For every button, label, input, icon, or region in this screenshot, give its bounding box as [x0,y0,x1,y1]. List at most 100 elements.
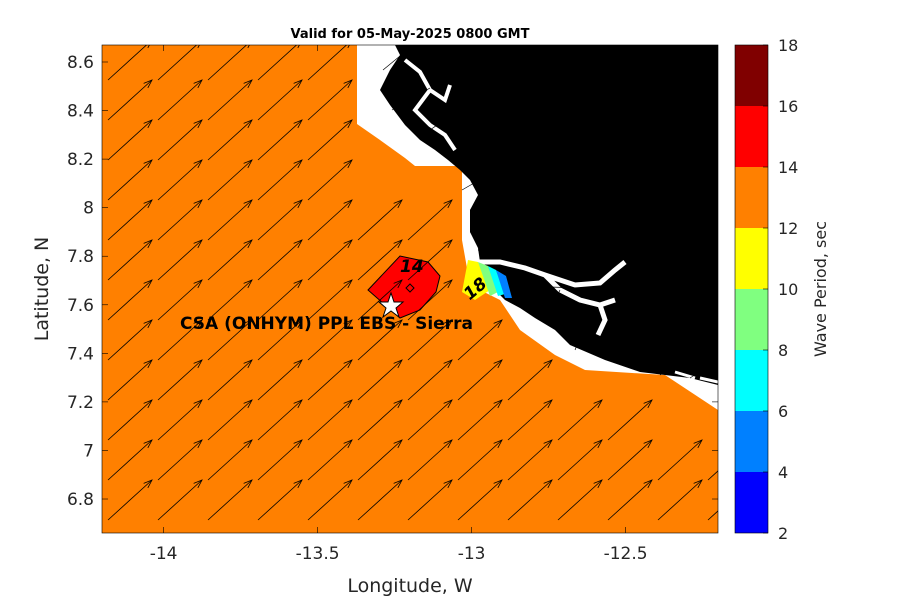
wave-arrow-shaft [407,399,453,441]
land-rays [382,55,718,379]
colorbar [734,44,769,534]
colorbar-label: Wave Period, sec [811,221,830,357]
wave-arrow-shaft [707,470,718,481]
wave-arrow-head [293,239,303,249]
wave-arrow-shaft [257,399,303,441]
wave-arrow-head [193,479,203,489]
land-ray [382,55,401,71]
nearshore-yellow-band [462,260,490,300]
land-ray [659,349,701,376]
wave-arrow-head [193,159,203,169]
land-ray [469,227,511,233]
land-ray [391,87,431,111]
colorbar-band [735,472,768,533]
wave-arrow-shaft [257,439,303,481]
wave-arrow-head [193,239,203,249]
wave-arrow-head [343,119,353,129]
wave-arrow-shaft [657,439,703,481]
wave-arrow-shaft [107,359,153,401]
wave-arrow-shaft [657,479,703,521]
colorbar-band [735,350,768,411]
wave-arrow-shaft [307,319,353,361]
wave-arrow-shaft [257,239,303,281]
wave-arrow-shaft [107,399,153,441]
wave-arrow-shaft [107,319,153,361]
wave-arrow-shaft [157,479,203,521]
wave-arrow-head [293,479,303,489]
wave-arrow-head [193,359,203,369]
wave-arrow-head [443,199,453,209]
wave-arrow-shaft [107,119,153,161]
wave-arrow-head [393,479,403,489]
wave-arrow-head [693,439,703,449]
wave-arrow-shaft [157,439,203,481]
wave-arrow-head [343,279,353,289]
colorbar-tick-label: 6 [778,402,788,421]
wave-arrow-head [243,399,253,409]
wave-arrow-head [343,199,353,209]
x-tick-label: -13 [458,544,486,564]
wave-arrow-shaft [107,199,153,241]
wave-arrow-shaft [707,510,718,521]
wave-arrow-head [443,479,453,489]
wave-arrow-shaft [307,239,353,281]
wave-arrow-shaft [157,239,203,281]
wave-arrow-shaft [507,359,553,401]
wave-arrow-head [443,239,453,249]
land-ray [461,167,501,191]
wave-arrow-shaft [207,159,253,201]
land-ray [544,289,561,321]
wave-arrow-head [147,45,150,49]
wave-arrow-head [643,479,653,489]
land-ray [609,339,641,361]
wave-arrow-shaft [207,439,253,481]
colorbar-tick-label: 8 [778,341,788,360]
wave-arrow-head [143,199,153,209]
estuary-channel [403,58,457,152]
wave-arrow-shaft [157,159,203,201]
wave-arrow-head [143,119,153,129]
wave-arrow-shaft [407,199,453,241]
wave-arrow-head [393,359,403,369]
wave-arrow-shaft [307,479,353,521]
wave-arrow-shaft [407,479,453,521]
wave-arrow-head [143,479,153,489]
peak-diamond [405,283,415,293]
wave-arrow-head [243,279,253,289]
wave-arrow-shaft [257,279,303,321]
wave-arrow-shaft [457,439,503,481]
nearshore-blue-band [496,270,512,298]
wave-arrow-shaft [357,319,403,361]
wave-arrow-shaft [407,359,453,401]
wave-arrow-head [293,199,303,209]
wave-arrow-shaft [107,159,153,201]
colorbar-band [735,411,768,472]
wave-arrow-shaft [307,45,348,81]
land-ray [689,359,718,379]
wave-arrow-head [143,159,153,169]
wave-arrow-shaft [207,239,253,281]
wave-arrow-head [393,319,403,329]
colorbar-band [735,228,768,289]
wave-arrow-head [247,45,250,49]
wave-arrow-shaft [607,439,653,481]
y-tick-label: 7 [83,441,94,461]
wave-arrow-head [543,359,553,369]
wave-arrow-shaft [107,279,153,321]
wave-arrow-head [293,119,303,129]
wave-arrow-shaft [557,399,603,441]
wave-arrow-shaft [107,439,153,481]
wave-arrow-shaft [157,79,203,121]
x-tick-label: -12.5 [604,544,648,564]
wave-arrow-shaft [107,45,148,81]
wave-arrow-head [443,319,453,329]
wave-arrow-head [343,79,353,89]
wave-arrow-head [297,45,300,49]
wave-arrow-shaft [407,319,453,361]
wave-arrow-shaft [257,479,303,521]
wave-arrow-shaft [307,159,353,201]
x-tick-label: -13.5 [296,544,340,564]
wave-arrow-shaft [307,279,353,321]
wave-arrow-head [493,399,503,409]
nearshore-cyan-band [488,266,505,296]
